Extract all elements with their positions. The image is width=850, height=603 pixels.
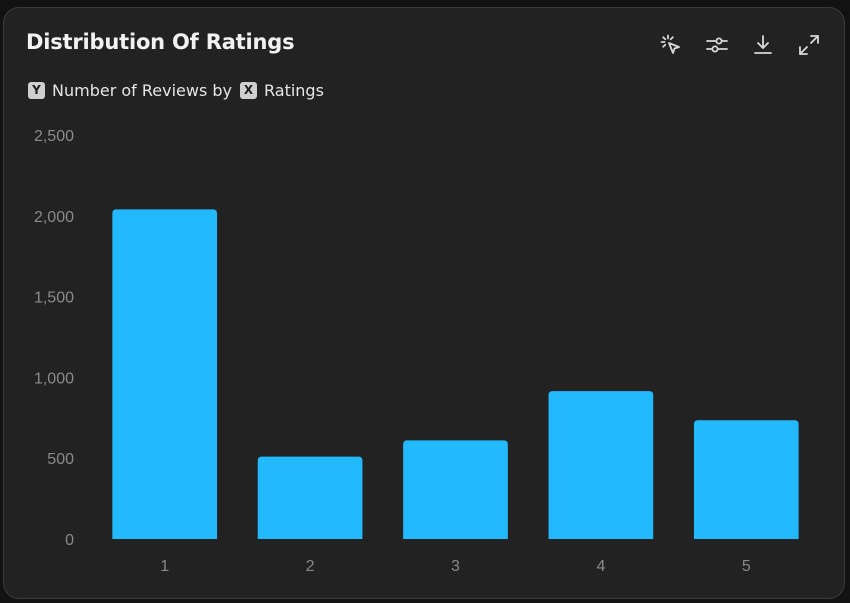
x-tick-label: 5 (742, 558, 751, 575)
x-tick-label: 2 (306, 558, 315, 575)
bar-rating-4[interactable] (548, 391, 654, 539)
chart-card: Distribution Of Ratings (3, 7, 845, 599)
expand-button[interactable] (792, 30, 826, 60)
x-tick-label: 3 (451, 558, 460, 575)
bar-chart: 0 500 1,000 1,500 2,000 2,500 1 2 3 4 5 (34, 128, 799, 575)
chart-toolbar (654, 30, 826, 60)
select-pointer-icon (660, 34, 680, 54)
x-axis-label: Ratings (264, 81, 324, 100)
download-button[interactable] (746, 30, 780, 60)
expand-icon (799, 35, 819, 55)
x-tick-label: 4 (596, 558, 605, 575)
x-tick-label: 1 (160, 558, 169, 575)
filter-sliders-button[interactable] (700, 30, 734, 60)
y-tick-label: 2,000 (34, 209, 74, 226)
y-axis-label: Number of Reviews by (52, 81, 232, 100)
chart-title: Distribution Of Ratings (26, 30, 295, 54)
bar-rating-1[interactable] (112, 209, 218, 539)
x-axis-badge: X (240, 82, 257, 99)
filter-sliders-icon (706, 37, 728, 53)
y-tick-label: 1,500 (34, 290, 74, 307)
bar-rating-3[interactable] (403, 440, 508, 539)
y-tick-label: 500 (47, 451, 74, 468)
axis-subtitle: Y Number of Reviews by X Ratings (28, 81, 324, 100)
y-axis-badge: Y (28, 82, 45, 99)
download-icon (754, 35, 772, 54)
y-tick-label: 2,500 (34, 128, 74, 145)
bar-rating-5[interactable] (693, 420, 799, 539)
select-pointer-button[interactable] (654, 30, 688, 60)
bar-rating-2[interactable] (257, 456, 363, 539)
y-tick-label: 1,000 (34, 370, 74, 387)
y-tick-label: 0 (65, 532, 74, 549)
